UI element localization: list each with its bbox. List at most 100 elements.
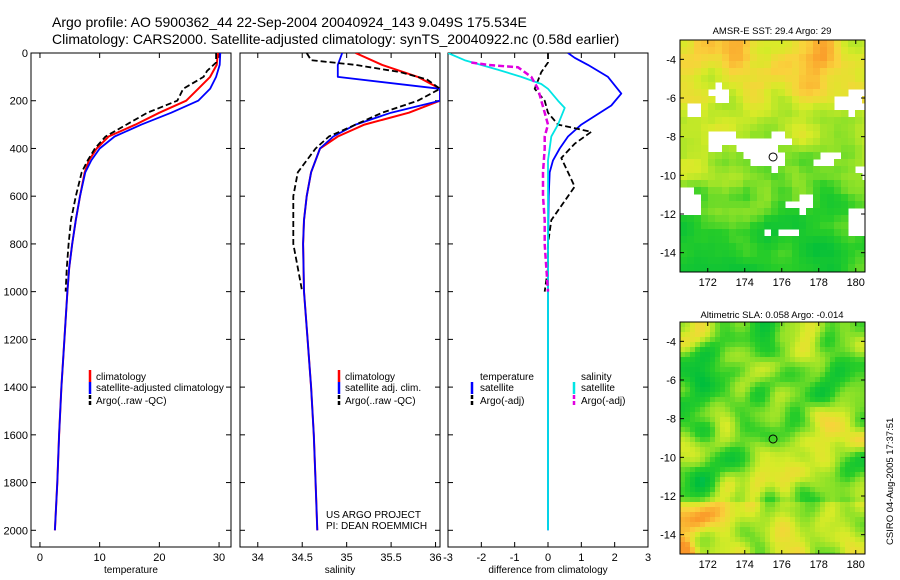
map-cell — [810, 542, 816, 548]
map-cell — [690, 462, 696, 468]
map-cell — [760, 347, 766, 353]
map-cell — [720, 547, 726, 553]
map-cell — [710, 447, 716, 453]
map-cell — [730, 342, 736, 348]
map-cell — [805, 482, 811, 488]
map-cell — [810, 487, 816, 493]
map-cell — [750, 337, 756, 343]
map-cell — [848, 250, 856, 258]
map-cell — [701, 54, 709, 62]
map-cell — [743, 201, 751, 209]
map-cell — [755, 402, 761, 408]
map-cell — [792, 47, 800, 55]
map-cell — [848, 82, 856, 90]
map-cell — [725, 382, 731, 388]
map-cell — [735, 372, 741, 378]
map-cell — [695, 547, 701, 553]
map-cell — [775, 327, 781, 333]
map-cell — [800, 502, 806, 508]
map-cell — [799, 82, 807, 90]
map-cell — [720, 477, 726, 483]
map-cell — [725, 392, 731, 398]
plot-frame — [30, 52, 232, 548]
map-cell — [834, 180, 842, 188]
map-cell — [815, 457, 821, 463]
map-cell — [715, 482, 721, 488]
map-cell — [725, 552, 731, 554]
map-cell — [680, 117, 688, 125]
map-cell — [820, 54, 828, 62]
map-cell — [813, 236, 821, 244]
map-cell — [735, 427, 741, 433]
map-cell — [815, 452, 821, 458]
map-cell — [825, 377, 831, 383]
map-cell — [725, 417, 731, 423]
map-cell — [745, 367, 751, 373]
map-cell — [770, 392, 776, 398]
map-cell — [840, 367, 846, 373]
map-cell — [680, 422, 686, 428]
map-cell — [810, 412, 816, 418]
map-cell — [745, 462, 751, 468]
map-cell — [694, 138, 702, 146]
map-cell — [813, 187, 821, 195]
map-cell — [710, 357, 716, 363]
map-cell — [835, 362, 841, 368]
map-cell — [830, 362, 836, 368]
map-cell — [820, 131, 828, 139]
map-cell — [760, 417, 766, 423]
map-cell — [800, 477, 806, 483]
map-cell — [848, 257, 856, 265]
map-cell — [834, 236, 842, 244]
map-cell — [735, 432, 741, 438]
map-cell — [710, 337, 716, 343]
map-cell — [805, 362, 811, 368]
map-cell — [694, 173, 702, 181]
map-cell — [850, 452, 856, 458]
map-cell — [695, 532, 701, 538]
map-cell — [760, 492, 766, 498]
map-cell — [700, 552, 706, 554]
map-cell — [792, 222, 800, 230]
map-cell — [780, 517, 786, 523]
map-cell — [730, 367, 736, 373]
map-cell — [740, 382, 746, 388]
map-cell — [841, 180, 849, 188]
map-cell — [705, 467, 711, 473]
map-cell — [800, 462, 806, 468]
map-cell — [840, 487, 846, 493]
map-cell — [845, 347, 851, 353]
map-cell — [780, 507, 786, 513]
map-cell — [830, 447, 836, 453]
map-cell — [855, 407, 861, 413]
map-cell — [810, 527, 816, 533]
map-cell — [820, 502, 826, 508]
map-cell — [745, 552, 751, 554]
map-cell — [705, 387, 711, 393]
x-tick-label: 20 — [153, 552, 165, 564]
map-cell — [705, 462, 711, 468]
map-cell — [764, 96, 772, 104]
map-cell — [750, 96, 758, 104]
map-cell — [685, 547, 691, 553]
map-cell — [745, 347, 751, 353]
map-cell — [830, 552, 836, 554]
map-cell — [730, 547, 736, 553]
map-cell — [750, 502, 756, 508]
map-cell — [775, 532, 781, 538]
map-cell — [760, 507, 766, 513]
map-cell — [770, 382, 776, 388]
map-cell — [855, 472, 861, 478]
map-cell — [715, 103, 723, 111]
map-cell — [848, 236, 856, 244]
map-cell — [860, 397, 865, 403]
map-cell — [795, 337, 801, 343]
map-cell — [825, 517, 831, 523]
map-cell — [775, 472, 781, 478]
map-cell — [827, 250, 835, 258]
map-cell — [850, 497, 856, 503]
map-cell — [680, 412, 686, 418]
map-cell — [848, 166, 856, 174]
map-cell — [845, 497, 851, 503]
